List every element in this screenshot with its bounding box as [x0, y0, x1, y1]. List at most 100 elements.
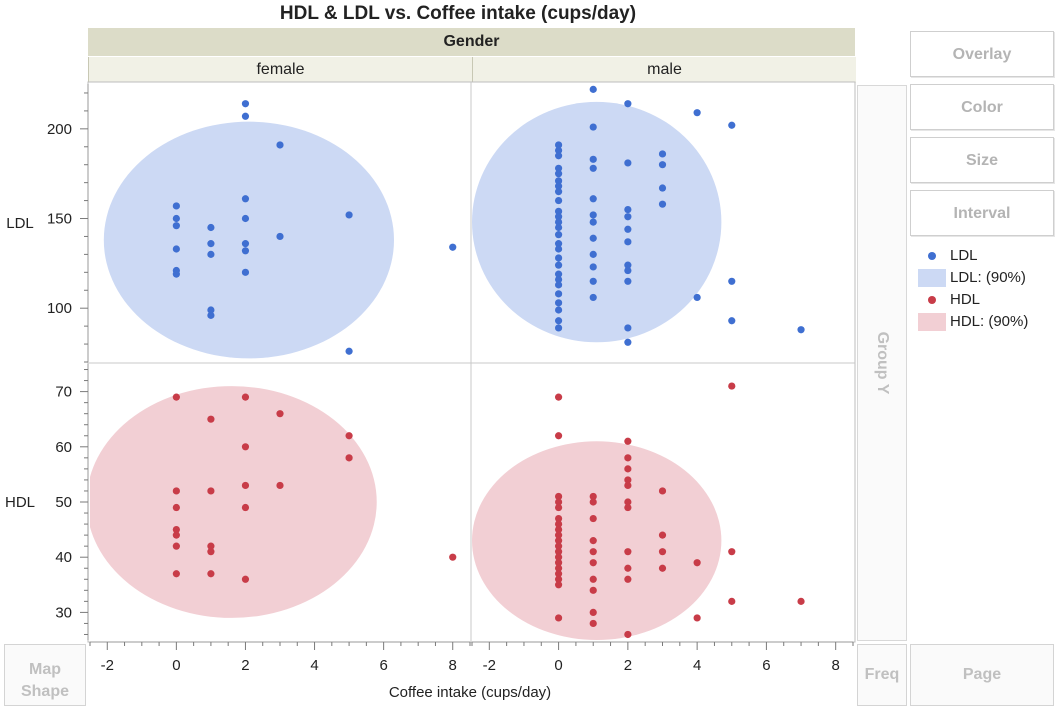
interval-zone[interactable]: Interval — [910, 190, 1054, 236]
group-y-zone[interactable]: Group Y — [857, 85, 907, 641]
x-tick-label: 4 — [693, 657, 701, 674]
data-point-hdl — [554, 575, 563, 583]
data-point-hdl — [693, 559, 701, 567]
x-tick-label: -2 — [101, 657, 114, 674]
facet-label-male: male — [472, 57, 856, 83]
data-point-hdl — [554, 526, 563, 534]
legend-item-ldl[interactable]: LDL — [914, 245, 1028, 267]
data-point-hdl — [658, 531, 667, 539]
data-point-hdl — [241, 443, 250, 451]
x-tick-label: 6 — [762, 657, 770, 674]
data-point-ldl — [241, 214, 250, 223]
y-tick-label: 150 — [47, 211, 72, 228]
data-point-hdl — [554, 581, 563, 589]
data-point-ldl — [554, 170, 563, 178]
data-point-hdl — [207, 570, 215, 578]
freq-zone[interactable]: Freq — [857, 644, 907, 706]
x-axis-label: Coffee intake (cups/day) — [389, 684, 551, 701]
data-point-ldl — [589, 211, 597, 219]
data-point-ldl — [554, 317, 563, 325]
data-point-hdl — [241, 503, 250, 512]
data-point-hdl — [624, 548, 632, 556]
overlay-zone[interactable]: Overlay — [910, 31, 1054, 77]
data-point-hdl — [207, 415, 215, 423]
data-point-ldl — [589, 293, 597, 302]
data-point-ldl — [658, 184, 667, 192]
data-point-ldl — [554, 218, 563, 226]
data-point-ldl — [658, 200, 667, 208]
ldl-marker-icon — [928, 252, 936, 260]
data-point-hdl — [624, 454, 632, 462]
data-point-ldl — [172, 270, 180, 278]
x-tick-label: 0 — [172, 657, 180, 674]
data-point-ldl — [241, 195, 250, 203]
x-tick-label: -2 — [483, 657, 496, 674]
data-point-ldl — [241, 240, 250, 248]
legend-item-hdl-region[interactable]: HDL: (90%) — [914, 311, 1028, 333]
scatter-plot-area: 100 150 200 LDL 30 40 50 60 70 HDL -2 0 2 4 6 8 -2 0 2 4 6 8 C… — [5, 81, 856, 701]
data-point-ldl — [554, 270, 563, 278]
data-point-hdl — [241, 393, 250, 401]
data-point-ldl — [728, 317, 736, 325]
data-point-hdl — [172, 487, 180, 495]
data-point-hdl — [172, 570, 180, 578]
data-point-ldl — [241, 247, 250, 255]
data-point-hdl — [241, 575, 250, 583]
y-tick-label: 100 — [47, 300, 72, 317]
data-point-hdl — [241, 481, 250, 490]
data-point-hdl — [624, 437, 632, 445]
data-point-ldl — [589, 123, 597, 131]
data-point-ldl — [554, 223, 563, 232]
data-point-hdl — [554, 531, 563, 539]
data-point-hdl — [554, 542, 563, 550]
legend-item-ldl-region[interactable]: LDL: (90%) — [914, 267, 1028, 289]
data-point-hdl — [449, 553, 457, 561]
data-point-ldl — [172, 222, 180, 230]
hdl-region-swatch-icon — [918, 313, 946, 331]
data-point-hdl — [624, 481, 632, 490]
y-tick-label: 70 — [55, 384, 72, 401]
legend-label-hdl-region: HDL: (90%) — [950, 313, 1029, 330]
data-point-ldl — [658, 150, 667, 158]
map-shape-zone[interactable]: Map Shape — [4, 644, 86, 706]
data-point-hdl — [589, 586, 597, 594]
hdl-marker-icon — [928, 296, 936, 304]
data-point-hdl — [172, 526, 180, 534]
data-point-hdl — [589, 575, 597, 583]
data-point-ldl — [693, 293, 701, 302]
page-zone[interactable]: Page — [910, 644, 1054, 706]
size-zone[interactable]: Size — [910, 137, 1054, 183]
data-point-ldl — [276, 232, 284, 241]
data-point-ldl — [554, 275, 563, 284]
data-point-hdl — [589, 498, 597, 506]
data-point-ldl — [554, 207, 563, 215]
data-point-ldl — [554, 261, 563, 269]
data-point-ldl — [658, 161, 667, 169]
data-point-ldl — [589, 250, 597, 258]
group-x-header[interactable]: Gender — [88, 28, 855, 56]
data-point-ldl — [728, 121, 736, 129]
data-point-hdl — [554, 548, 563, 556]
data-point-hdl — [624, 630, 632, 639]
data-point-ldl — [554, 182, 563, 190]
data-point-hdl — [554, 520, 563, 528]
data-point-ldl — [554, 177, 563, 185]
data-point-ldl — [241, 268, 250, 276]
data-point-hdl — [207, 542, 215, 550]
data-point-hdl — [624, 476, 632, 484]
data-point-ldl — [554, 231, 563, 239]
x-tick-label: 8 — [449, 657, 457, 674]
data-point-hdl — [797, 597, 805, 605]
data-point-ldl — [207, 223, 215, 232]
data-point-hdl — [554, 564, 563, 572]
data-point-ldl — [589, 195, 597, 203]
ldl-region-swatch-icon — [918, 269, 946, 287]
color-zone[interactable]: Color — [910, 84, 1054, 130]
data-point-hdl — [728, 548, 736, 556]
data-point-ldl — [554, 306, 563, 314]
data-point-hdl — [276, 481, 284, 490]
data-point-ldl — [207, 311, 215, 319]
data-point-ldl — [554, 245, 563, 253]
legend-item-hdl[interactable]: HDL — [914, 289, 1028, 311]
data-point-hdl — [554, 553, 563, 561]
